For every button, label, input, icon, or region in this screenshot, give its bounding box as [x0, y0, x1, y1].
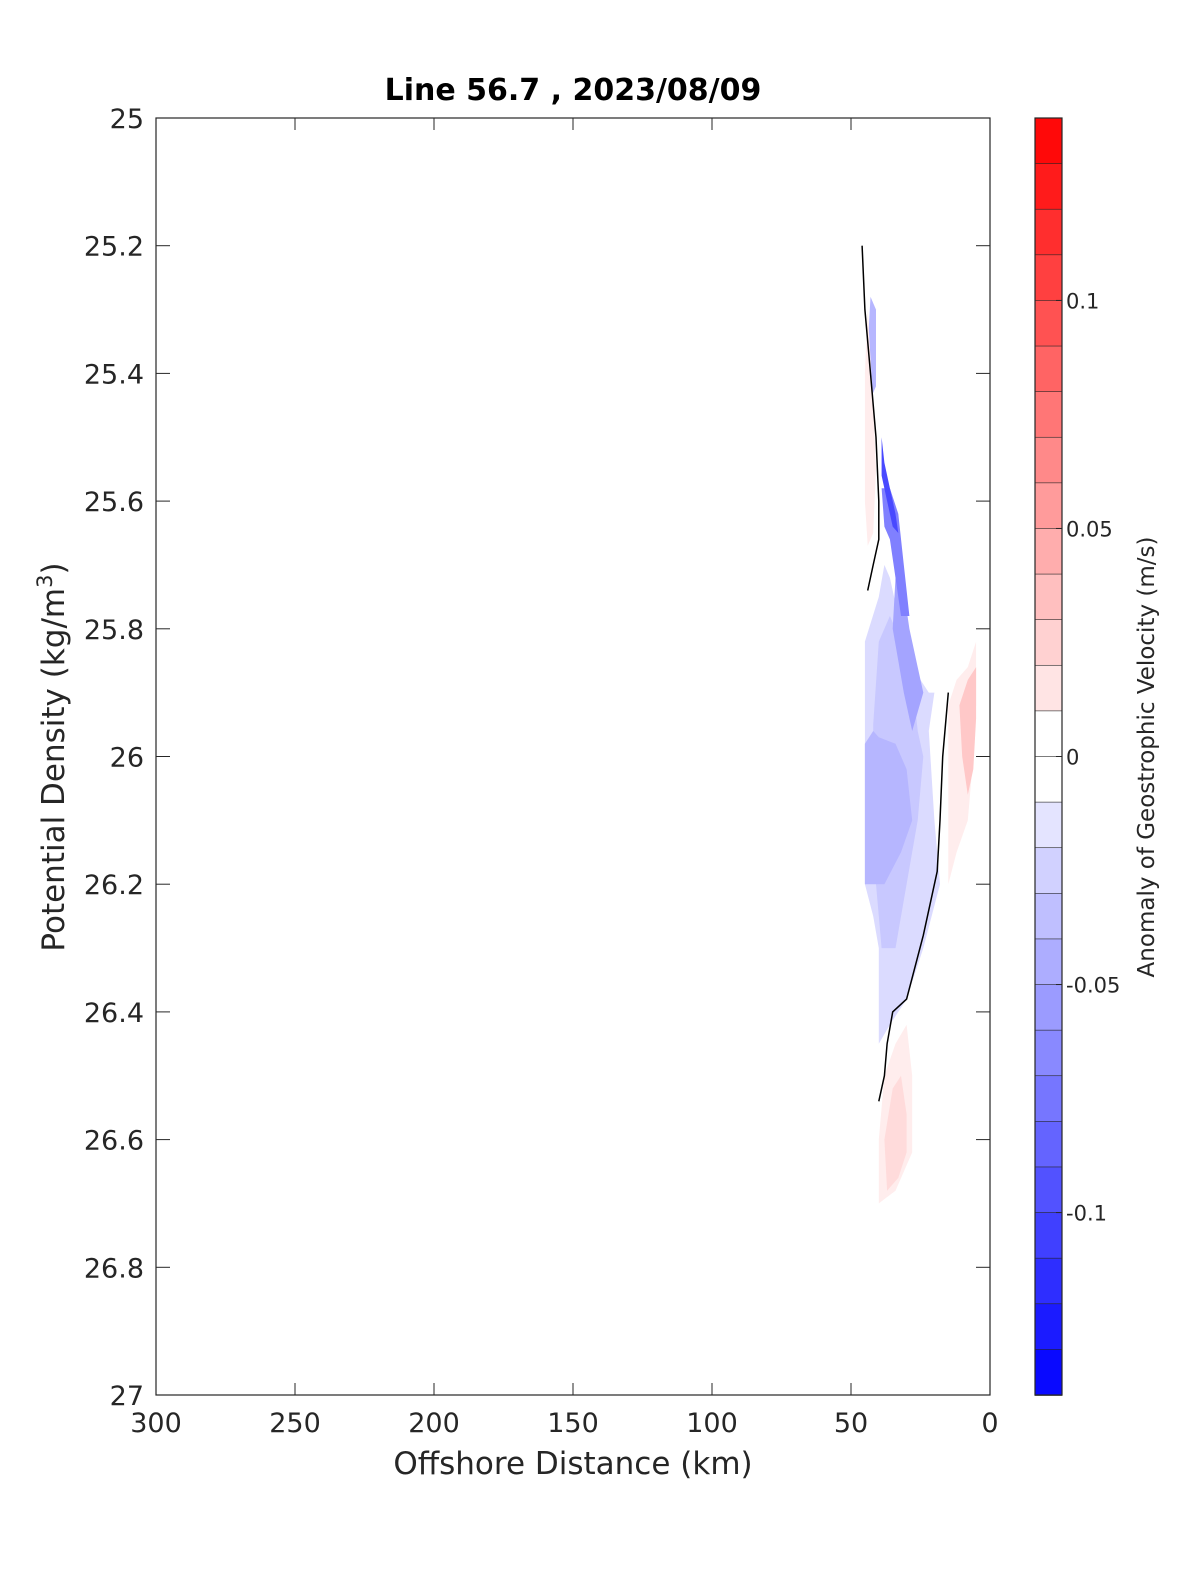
y-tick-label: 27 — [110, 1381, 144, 1412]
y-tick-label: 25.6 — [84, 487, 144, 518]
y-axis-label-main: Potential Density (kg/m — [36, 588, 72, 952]
colorbar-label: Anomaly of Geostrophic Velocity (m/s) — [1134, 537, 1160, 978]
positive-velocity-region-11 — [884, 1075, 907, 1191]
colorbar-segment — [1034, 254, 1063, 302]
y-tick-label: 26.6 — [84, 1126, 144, 1157]
colorbar-segment — [1034, 1349, 1063, 1396]
colorbar-segment — [1034, 847, 1063, 895]
colorbar-segment — [1034, 208, 1063, 256]
x-tick-label: 150 — [547, 1408, 599, 1439]
colorbar-segment — [1034, 436, 1063, 484]
colorbar-segment — [1034, 756, 1063, 803]
chart-title: Line 56.7 , 2023/08/09 — [385, 73, 762, 108]
y-tick-label: 26.4 — [84, 998, 144, 1029]
colorbar-segment — [1034, 801, 1063, 849]
colorbar-tick-label: 0 — [1066, 746, 1079, 770]
colorbar-segment — [1034, 938, 1063, 986]
x-tick-label: 250 — [269, 1408, 321, 1439]
x-tick-label: 100 — [686, 1408, 738, 1439]
zero-contour-line-0 — [861, 245, 880, 591]
x-tick-label: 0 — [981, 1408, 998, 1439]
y-tick-label: 25 — [110, 104, 144, 135]
colorbar-segment — [1034, 710, 1063, 758]
contour-fills — [864, 296, 977, 1204]
colorbar-segment — [1034, 1166, 1063, 1214]
x-axis: 300 250 200 150 100 50 0 — [130, 118, 999, 1439]
colorbar-segment — [1034, 163, 1063, 211]
colorbar-tick-label: 0.05 — [1066, 517, 1113, 541]
positive-velocity-region-9 — [959, 667, 977, 795]
colorbar-segment — [1034, 1075, 1063, 1123]
colorbar-tick-label: -0.1 — [1066, 1202, 1107, 1226]
colorbar-segment — [1034, 893, 1063, 940]
x-tick-label: 50 — [834, 1408, 868, 1439]
negative-velocity-region-3 — [892, 577, 924, 731]
y-tick-label: 25.8 — [84, 615, 144, 646]
colorbar-segment — [1034, 300, 1063, 347]
negative-velocity-region-5 — [881, 437, 899, 533]
x-axis-label: Offshore Distance (km) — [393, 1446, 752, 1482]
y-axis-label: Potential Density (kg/m3) — [33, 562, 72, 951]
negative-velocity-region-4 — [881, 488, 910, 616]
negative-velocity-region-2 — [864, 731, 913, 885]
colorbar-segment — [1034, 1303, 1063, 1351]
zero-contour-lines — [861, 245, 950, 1102]
colorbar-segment — [1034, 391, 1063, 439]
zero-contour-line-1 — [878, 692, 950, 1102]
colorbar-segment — [1034, 345, 1063, 393]
y-axis-label-close: ) — [36, 562, 72, 574]
colorbar-segment — [1034, 573, 1063, 621]
y-tick-label: 26.2 — [84, 870, 144, 901]
y-tick-label: 26 — [110, 743, 144, 774]
colorbar-segment — [1034, 482, 1063, 530]
colorbar-segment — [1034, 619, 1063, 667]
colorbar-segment — [1034, 664, 1063, 712]
colorbar-segment — [1034, 1257, 1063, 1305]
positive-velocity-region-7 — [864, 309, 876, 546]
x-tick-label: 200 — [408, 1408, 460, 1439]
y-axis: 25 25.2 25.4 25.6 25.8 26 26.2 26.4 26.6 26.8 27 — [84, 104, 990, 1412]
y-tick-label: 25.2 — [84, 232, 144, 263]
colorbar-ticks: 0.1 0.05 0 -0.05 -0.1 — [1056, 289, 1120, 1226]
colorbar-segment — [1034, 117, 1063, 165]
colorbar-segment — [1034, 1121, 1063, 1168]
y-axis-label-superscript: 3 — [33, 574, 57, 587]
colorbar-segment — [1034, 1212, 1063, 1259]
y-tick-label: 25.4 — [84, 359, 144, 390]
colorbar-tick-label: 0.1 — [1066, 289, 1099, 313]
colorbar-segment — [1034, 984, 1063, 1031]
x-tick-label: 300 — [130, 1408, 182, 1439]
colorbar-segment — [1034, 528, 1063, 575]
y-tick-label: 26.8 — [84, 1253, 144, 1284]
colorbar-segment — [1034, 1029, 1063, 1077]
colorbar-tick-label: -0.05 — [1066, 974, 1120, 998]
